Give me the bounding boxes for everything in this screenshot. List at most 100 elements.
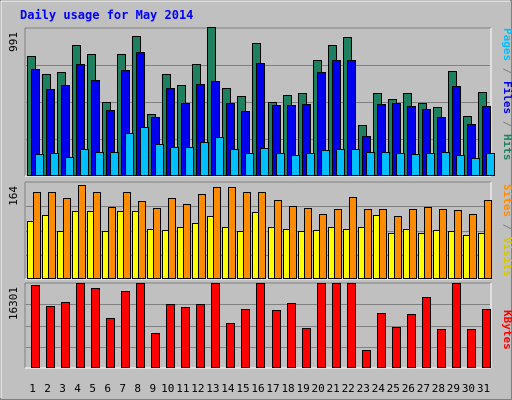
day-label-29: 29 [447, 382, 460, 395]
sites-visits-bar-sites-day-22 [349, 197, 357, 279]
pages-files-hits-bar-pages-day-27 [426, 153, 435, 176]
day-label-10: 10 [161, 382, 174, 395]
panels: 991 164 16301 [7, 27, 495, 369]
kbytes-bar-kbytes-day-10 [166, 304, 175, 368]
pages-files-hits-bar-pages-day-14 [230, 149, 239, 176]
kbytes-bar-kbytes-day-18 [287, 303, 296, 368]
kbytes-bar-kbytes-day-20 [317, 283, 326, 368]
sites-visits-bar-sites-day-21 [334, 209, 342, 279]
kbytes-bar-kbytes-day-8 [136, 283, 145, 368]
chart-title: Daily usage for May 2014 [20, 8, 193, 22]
sites-visits-bar-sites-day-25 [394, 216, 402, 279]
sites-visits-bar-sites-day-29 [454, 210, 462, 279]
pages-files-hits-bar-pages-day-8 [140, 127, 149, 176]
day-label-18: 18 [281, 382, 294, 395]
kbytes-panel: 16301 [7, 282, 492, 369]
kbytes-bar-kbytes-day-6 [106, 318, 115, 368]
sites-visits-bar-sites-day-15 [243, 192, 251, 279]
kbytes-bar-kbytes-day-2 [46, 306, 55, 368]
sites-visits-bar-sites-day-13 [213, 187, 221, 279]
pages-files-hits-bar-pages-day-10 [170, 147, 179, 176]
pages-files-hits-max-label: 991 [7, 32, 20, 52]
sites-visits-bar-sites-day-10 [168, 198, 176, 279]
pages-files-hits-bar-pages-day-11 [185, 147, 194, 176]
pages-files-hits-bar-pages-day-19 [306, 153, 315, 176]
kbytes-bar-kbytes-day-23 [362, 350, 371, 368]
pages-files-hits-bar-pages-day-20 [321, 150, 330, 176]
sites-visits-bar-sites-day-26 [409, 209, 417, 279]
day-labels: 1 2 3 4 5 6 7 8 9 10 11 12 13 14 15 16 17 18 19 20 21 22 23 24 2… [29, 382, 490, 395]
day-label-28: 28 [432, 382, 445, 395]
day-label-13: 13 [206, 382, 219, 395]
day-label-24: 24 [372, 382, 386, 395]
sites-visits-axis-label-part-1: / [501, 217, 512, 237]
pages-files-hits-bar-pages-day-21 [336, 149, 345, 176]
kbytes-axis-label-part-0: KBytes [501, 310, 512, 350]
sites-visits-bar-sites-day-27 [424, 207, 432, 279]
day-label-9: 9 [149, 382, 156, 395]
pages-files-hits-bar-pages-day-30 [471, 158, 480, 176]
pages-files-hits-axis-label-part-3: / [501, 114, 512, 134]
pages-files-hits-bar-pages-day-17 [276, 153, 285, 176]
sites-visits-panel: 164 [7, 181, 492, 280]
kbytes-bar-kbytes-day-1 [31, 285, 40, 368]
sites-visits-bar-sites-day-14 [228, 187, 236, 279]
sites-visits-max-label: 164 [7, 186, 20, 206]
sites-visits-bar-sites-day-5 [93, 192, 101, 279]
day-label-1: 1 [29, 382, 36, 395]
day-label-26: 26 [402, 382, 415, 395]
kbytes-bar-kbytes-day-28 [437, 329, 446, 368]
day-label-27: 27 [417, 382, 430, 395]
sites-visits-axis-label-part-0: Sites [501, 184, 512, 217]
kbytes-bar-kbytes-day-29 [452, 283, 461, 368]
pages-files-hits-axis-label-part-1: / [501, 61, 512, 81]
right-axis-labels: Pages / Files / Hits Sites / Visits KBytes [501, 28, 512, 350]
pages-files-hits-axis-label-part-4: Hits [501, 134, 512, 161]
day-label-21: 21 [327, 382, 340, 395]
day-label-11: 11 [176, 382, 189, 395]
kbytes-bar-kbytes-day-31 [482, 309, 491, 368]
sites-visits-bar-sites-day-16 [258, 192, 266, 279]
pages-files-hits-bar-pages-day-5 [95, 152, 104, 176]
pages-files-hits-bar-pages-day-12 [200, 142, 209, 176]
pages-files-hits-bar-pages-day-16 [260, 148, 269, 176]
pages-files-hits-bar-pages-day-23 [366, 152, 375, 176]
sites-visits-bar-sites-day-12 [198, 194, 206, 279]
sites-visits-bar-sites-day-28 [439, 209, 447, 279]
kbytes-bar-kbytes-day-13 [211, 283, 220, 368]
kbytes-bar-kbytes-day-4 [76, 283, 85, 368]
pages-files-hits-bar-pages-day-9 [155, 144, 164, 176]
kbytes-axis-label: KBytes [501, 310, 512, 350]
kbytes-bar-kbytes-day-24 [377, 313, 386, 368]
kbytes-bar-kbytes-day-26 [407, 314, 416, 368]
pages-files-hits-axis-label-part-2: Files [501, 81, 512, 114]
day-label-22: 22 [342, 382, 355, 395]
kbytes-bar-kbytes-day-12 [196, 304, 205, 368]
sites-visits-axis-label: Sites / Visits [501, 184, 512, 277]
sites-visits-bar-sites-day-1 [33, 192, 41, 279]
pages-files-hits-bar-pages-day-31 [486, 153, 495, 176]
kbytes-bar-kbytes-day-27 [422, 297, 431, 368]
sites-visits-bar-sites-day-3 [63, 198, 71, 279]
day-label-16: 16 [251, 382, 264, 395]
kbytes-bar-kbytes-day-14 [226, 323, 235, 368]
pages-files-hits-bar-pages-day-4 [80, 149, 89, 176]
sites-visits-bar-sites-day-19 [304, 208, 312, 279]
sites-visits-bar-sites-day-9 [153, 208, 161, 279]
pages-files-hits-bar-pages-day-1 [35, 154, 44, 176]
day-label-6: 6 [104, 382, 111, 395]
kbytes-bar-kbytes-day-17 [272, 310, 281, 368]
kbytes-bar-kbytes-day-9 [151, 333, 160, 368]
pages-files-hits-bar-pages-day-2 [50, 153, 59, 176]
day-label-19: 19 [296, 382, 309, 395]
pages-files-hits-bar-pages-day-24 [381, 152, 390, 176]
pages-files-hits-bar-pages-day-25 [396, 153, 405, 176]
day-label-4: 4 [74, 382, 81, 395]
sites-visits-bar-sites-day-6 [108, 207, 116, 279]
kbytes-bar-kbytes-day-22 [347, 283, 356, 368]
kbytes-max-label: 16301 [7, 287, 20, 320]
pages-files-hits-bar-pages-day-28 [441, 152, 450, 176]
day-label-2: 2 [44, 382, 51, 395]
kbytes-bar-kbytes-day-7 [121, 291, 130, 368]
